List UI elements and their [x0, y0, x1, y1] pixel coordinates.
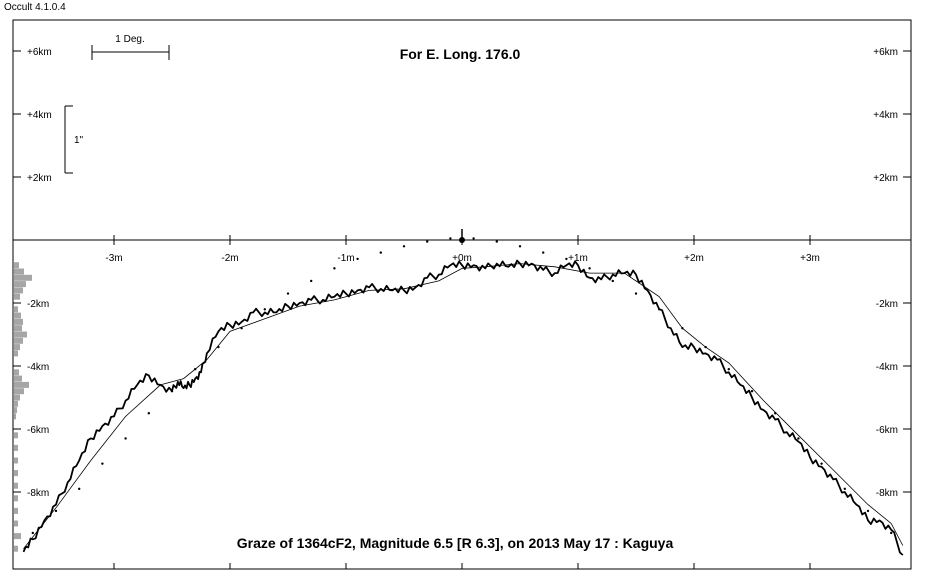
mean-limb-dot	[727, 367, 730, 371]
mean-limb-dot	[495, 240, 498, 243]
mean-limb-dot	[263, 308, 266, 311]
histogram-bar	[14, 520, 18, 527]
y-tick-label-left: +6km	[27, 47, 52, 58]
histogram-bar	[14, 444, 18, 451]
mean-limb-dot	[890, 531, 893, 535]
mean-limb-dot	[124, 437, 127, 440]
observer-marker	[459, 229, 465, 243]
mean-limb-dot	[54, 509, 58, 513]
mean-limb-dot	[518, 245, 522, 248]
plot-frame	[12, 19, 912, 570]
histogram-bar	[14, 394, 20, 401]
histogram-bar	[14, 312, 21, 319]
smoothed-limb-line	[23, 263, 904, 549]
scale-bars: 1 Deg. 1"	[64, 34, 170, 174]
histogram-bar	[14, 268, 24, 275]
y-tick-label-left: -6km	[27, 425, 49, 436]
mean-limb-dot	[78, 487, 81, 491]
mean-limb-dot	[379, 251, 382, 254]
x-tick-label: +3m	[800, 253, 820, 264]
axis-ticks: -3m -2m -1m +0m +1m +2m +3m +6km +6km +4km +4km +2k…	[13, 47, 911, 569]
histogram-bar	[14, 400, 18, 407]
app-version: Occult 4.1.0.4	[4, 2, 66, 13]
mean-limb-dot	[588, 267, 591, 270]
mean-limb-dot	[310, 279, 313, 283]
histogram-bar	[14, 413, 16, 420]
mean-limb-dot	[634, 292, 638, 295]
y-tick-label-right: +4km	[873, 110, 898, 121]
histogram-bar	[14, 533, 21, 540]
y-tick-label-left: -4km	[27, 362, 49, 373]
histogram-bar	[14, 432, 18, 439]
histogram-bar	[14, 337, 23, 344]
y-tick-label-right: +2km	[873, 173, 898, 184]
mean-limb-dot	[286, 292, 290, 295]
y-tick-label-right: -4km	[876, 362, 898, 373]
y-tick-label-left: -2km	[27, 299, 49, 310]
mean-limb-dot	[402, 245, 406, 248]
observer-marker-dot	[459, 237, 465, 243]
limb-histogram	[14, 262, 32, 552]
x-tick-label: +0m	[452, 253, 472, 264]
limb-profile-line	[22, 259, 904, 556]
mean-limb-dot	[866, 509, 870, 513]
histogram-bar	[14, 507, 18, 514]
y-tick-label-right: -8km	[876, 488, 898, 499]
mean-limb-dot	[426, 240, 429, 243]
histogram-bar	[14, 293, 20, 300]
x-tick-label: +2m	[684, 253, 704, 264]
mean-limb-dot	[472, 237, 475, 240]
mean-limb-dot	[542, 251, 545, 254]
mean-limb-dot	[843, 487, 846, 491]
mean-limb-dot	[820, 462, 823, 465]
chart-title: For E. Long. 176.0	[400, 46, 521, 62]
chart-subtitle: Graze of 1364cF2, Magnitude 6.5 [R 6.3],…	[237, 535, 674, 551]
mean-limb-dot	[333, 267, 336, 270]
y-tick-label-right: -2km	[876, 299, 898, 310]
x-tick-label: +1m	[568, 253, 588, 264]
x-tick-label: -1m	[337, 253, 354, 264]
mean-limb-dot	[750, 390, 754, 393]
histogram-bar	[14, 287, 23, 294]
mean-limb-dot	[31, 531, 34, 535]
histogram-bar	[14, 331, 27, 338]
histogram-bar	[14, 369, 19, 376]
histogram-bar	[14, 262, 19, 269]
arcsec-scale-label: 1"	[74, 135, 84, 146]
mean-limb-dot	[565, 257, 568, 261]
histogram-bar	[14, 274, 32, 281]
histogram-bar	[14, 545, 18, 552]
y-tick-label-right: +6km	[873, 47, 898, 58]
histogram-bar	[14, 325, 22, 332]
histogram-bar	[14, 318, 23, 325]
y-tick-label-left: +2km	[27, 173, 52, 184]
histogram-bar	[14, 407, 17, 414]
mean-limb-dot	[449, 237, 452, 240]
mean-limb-dot	[356, 257, 359, 261]
x-tick-label: -3m	[105, 253, 122, 264]
mean-limb-dot	[611, 279, 614, 283]
histogram-bar	[14, 457, 18, 464]
y-tick-label-left: +4km	[27, 110, 52, 121]
histogram-bar	[14, 495, 18, 502]
histogram-bar	[14, 306, 18, 313]
y-tick-label-right: -6km	[876, 425, 898, 436]
histogram-bar	[14, 344, 20, 351]
histogram-bar	[14, 470, 18, 477]
histogram-bar	[14, 375, 22, 382]
histogram-bar	[14, 381, 29, 388]
mean-limb-dot	[147, 412, 150, 415]
degree-scale-label: 1 Deg.	[115, 34, 144, 45]
histogram-bar	[14, 281, 26, 288]
mean-limb-dot	[101, 462, 104, 465]
histogram-bar	[14, 350, 18, 357]
x-tick-label: -2m	[221, 253, 238, 264]
histogram-bar	[14, 388, 24, 395]
mean-limb-dot	[797, 437, 800, 440]
y-tick-label-left: -8km	[27, 488, 49, 499]
histogram-bar	[14, 482, 18, 489]
